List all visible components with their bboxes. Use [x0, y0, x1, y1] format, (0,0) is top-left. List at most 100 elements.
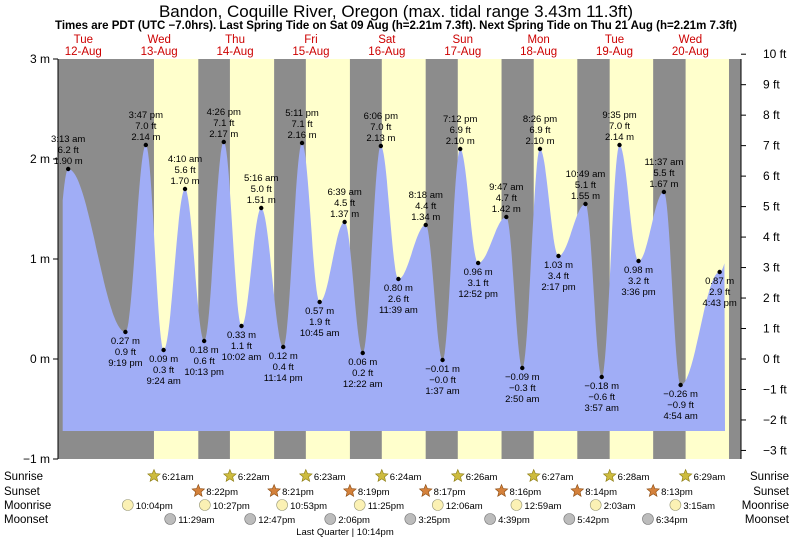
sunset-icon: [494, 483, 509, 497]
tide-time: 10:49 am: [566, 169, 606, 180]
moonrise-event: 3:15am: [669, 499, 715, 512]
low-tide-marker: 1.03 m3.4 ft2:17 pm: [541, 253, 576, 293]
tide-height-ft: 7.1 ft: [213, 118, 234, 129]
moonrise-event: 2:03am: [589, 499, 636, 512]
day-of-week: Wed: [147, 34, 170, 46]
tide-height-ft: 5.5 ft: [653, 168, 674, 179]
tide-height-ft: 1.1 ft: [231, 341, 252, 352]
tide-point: [599, 374, 604, 380]
moonrise-event: 10:04pm: [121, 499, 173, 512]
sunrise-icon: [147, 468, 161, 482]
day-of-week: Sat: [378, 34, 396, 46]
moonset-time: 4:39pm: [498, 515, 530, 526]
low-tide-marker: −0.09 m−0.3 ft2:50 am: [505, 365, 540, 405]
moonrise-row-label-left: Moonrise: [4, 500, 51, 512]
tide-point: [583, 201, 588, 207]
low-tide-marker: −0.18 m−0.6 ft3:57 am: [584, 374, 619, 414]
tide-height-ft: 0.3 ft: [153, 365, 174, 376]
day-date: 14‑Aug: [217, 46, 254, 58]
tide-height-ft: −0.0 ft: [429, 375, 456, 386]
day-date: 20‑Aug: [672, 46, 709, 58]
tide-height-m: 0.87 m: [705, 276, 734, 287]
high-tide-marker: 6:06 pm7.0 ft2.13 m: [364, 111, 398, 149]
tide-height-m: 0.33 m: [227, 330, 256, 341]
right-tick-label: −1 ft: [763, 382, 787, 396]
tide-height-m: 1.03 m: [544, 260, 573, 271]
right-tick-label: −2 ft: [763, 413, 787, 427]
tide-point: [317, 299, 322, 305]
tide-time: 9:19 pm: [108, 358, 142, 369]
tide-curve: [62, 142, 725, 431]
tide-height-ft: −0.6 ft: [588, 392, 615, 403]
sunrise-event: 6:21am: [147, 468, 194, 483]
day-date: 13‑Aug: [141, 46, 178, 58]
moonset-event: 11:29am: [164, 513, 215, 526]
tide-time: 3:13 am: [51, 134, 85, 145]
tide-time: 8:18 am: [409, 190, 443, 201]
tide-point: [342, 219, 347, 225]
tide-height-m: −0.26 m: [663, 389, 698, 400]
sunrise-event: 6:29am: [678, 468, 725, 483]
tide-point: [396, 276, 401, 282]
day-of-week: Mon: [527, 34, 549, 46]
high-tide-marker: 10:49 am5.1 ft1.55 m: [566, 169, 606, 207]
day-date: 17‑Aug: [444, 46, 481, 58]
moonrise-time: 10:53pm: [290, 501, 327, 512]
moonrise-time: 2:03am: [604, 501, 636, 512]
tide-time: 4:43 pm: [702, 298, 736, 309]
tide-height-ft: 2.6 ft: [388, 294, 409, 305]
tide-time: 10:45 am: [300, 328, 340, 339]
tide-height-m: 0.27 m: [111, 336, 140, 347]
left-tick-label: −1 m: [23, 452, 50, 466]
tide-time: 2:50 am: [505, 394, 539, 405]
moonset-time: 6:34pm: [656, 515, 688, 526]
sunset-event: 8:14pm: [570, 483, 617, 498]
tide-height-ft: 7.0 ft: [135, 121, 156, 132]
moonset-time: 5:42pm: [577, 515, 609, 526]
moonset-time: 12:47pm: [258, 515, 295, 526]
tide-height-ft: 7.0 ft: [609, 121, 630, 132]
tide-height-ft: 5.0 ft: [251, 184, 272, 195]
day-of-week: Tue: [74, 34, 93, 46]
tide-time: 10:02 am: [222, 352, 262, 363]
tide-point: [458, 146, 463, 152]
tide-point: [636, 258, 641, 264]
tide-height-ft: 0.4 ft: [273, 362, 294, 373]
moonrise-time: 11:25pm: [368, 501, 404, 512]
tide-time: 3:36 pm: [621, 287, 655, 298]
sunrise-icon: [298, 468, 313, 482]
tide-time: 12:52 pm: [458, 289, 498, 300]
low-tide-marker: 0.87 m2.9 ft4:43 pm: [702, 269, 737, 309]
right-tick-label: 0 ft: [763, 352, 780, 366]
tide-point: [378, 143, 384, 149]
tide-height-ft: 3.4 ft: [548, 271, 569, 282]
sunrise-event: 6:26am: [450, 468, 498, 483]
tide-height-ft: 6.2 ft: [58, 145, 79, 156]
high-tide-marker: 8:18 am4.4 ft1.34 m: [409, 190, 443, 228]
tide-point: [661, 189, 667, 195]
day-of-week: Thu: [225, 34, 245, 46]
moonrise-event: 11:25pm: [353, 499, 404, 512]
moonrise-icon: [276, 499, 288, 511]
moonrise-icon: [669, 499, 682, 511]
tide-height-ft: 6.9 ft: [529, 125, 550, 136]
sunrise-event: 6:27am: [526, 468, 574, 483]
moonset-time: 3:25pm: [418, 515, 450, 526]
high-tide-marker: 4:10 am5.6 ft1.70 m: [168, 154, 202, 192]
astro-rows: Sunrise Sunrise 6:21am 6:22am 6:23am 6:24am 6:…: [4, 468, 790, 526]
tide-height-m: −0.01 m: [425, 364, 460, 375]
tide-time: 3:47 pm: [129, 110, 163, 121]
tide-time: 5:16 am: [244, 173, 278, 184]
tide-height-m: 1.67 m: [649, 179, 678, 190]
day-of-week: Tue: [605, 34, 624, 46]
moonset-time: 2:06pm: [338, 515, 370, 526]
moonrise-icon: [431, 499, 444, 511]
tide-height-m: 2.13 m: [366, 133, 395, 144]
tide-height-m: −0.18 m: [584, 381, 619, 392]
sunset-icon: [267, 483, 282, 497]
tide-point: [123, 329, 128, 335]
right-tick-label: 6 ft: [763, 169, 780, 183]
